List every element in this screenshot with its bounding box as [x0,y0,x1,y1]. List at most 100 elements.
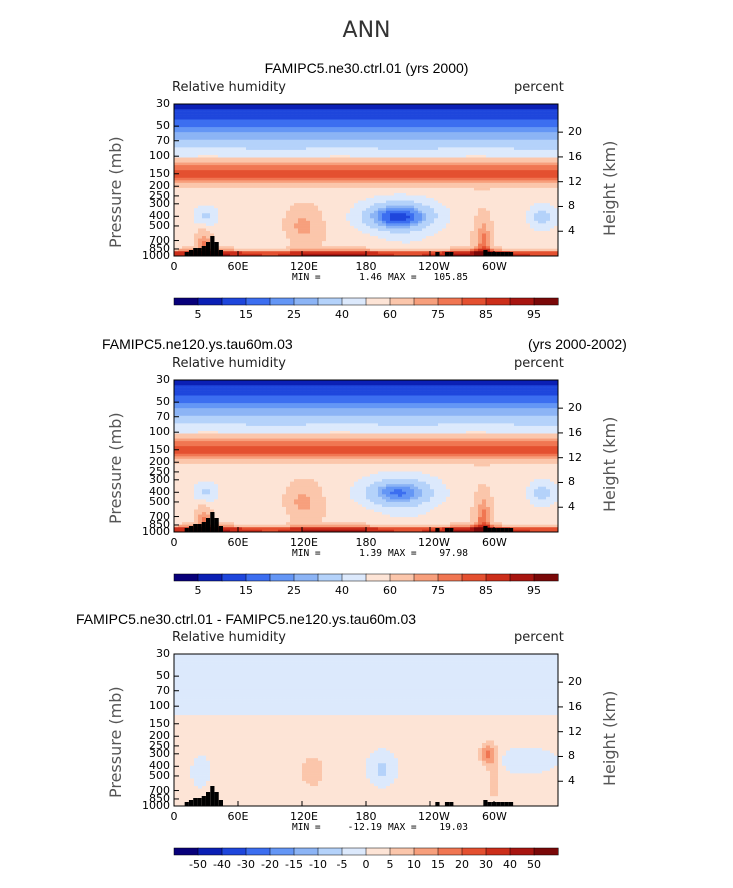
colorbar-label: 15 [239,584,253,597]
colorbar-label: 60 [383,584,397,597]
colorbar-label: 0 [362,858,370,871]
colorbar-label: -50 [189,858,207,871]
x-tick-label: 120W [418,536,450,549]
y-tick-label: 30 [156,373,170,386]
colorbar-swatch [533,573,559,582]
colorbar-swatch [437,847,463,856]
colorbar-swatch [389,847,415,856]
colorbar-swatch [197,297,223,306]
y-tick-label: 850 [149,791,170,805]
colorbar-swatch [245,847,271,856]
colorbar-swatch [365,573,391,582]
colorbar-swatch [221,847,247,856]
colorbar-swatch [533,297,559,306]
colorbar-swatch [485,847,511,856]
max-label: MAX = [388,272,417,283]
y-tick-label: 500 [149,494,170,508]
colorbar-swatch [413,297,439,306]
height-tick-label: 16 [568,425,582,439]
height-tick-label: 12 [568,724,582,738]
colorbar-label: -5 [336,858,348,871]
colorbar-swatch [293,573,319,582]
y-tick-label: 150 [149,442,170,456]
colorbar-label: 40 [503,858,517,871]
height-tick-label: 4 [568,774,575,788]
y-tick-label: 100 [149,425,170,439]
y-tick-label: 150 [149,166,170,180]
y-tick-label: 500 [149,768,170,782]
colorbar-label: 75 [431,584,445,597]
y-tick-label: 200 [149,455,170,469]
y-tick-label: 70 [156,133,170,147]
y-tick-label: 400 [149,759,170,773]
y-tick-label: 1000 [142,249,170,262]
colorbar-swatch [173,297,199,306]
max-value: 97.98 [439,548,468,559]
colorbar-label: -20 [261,858,279,871]
colorbar-label: 15 [239,308,253,321]
y-tick-label: 400 [149,209,170,223]
colorbar-swatch [269,297,295,306]
colorbar-swatch [173,847,199,856]
colorbar-label: 10 [407,858,421,871]
x-tick-label: 60E [227,536,249,549]
units-label: percent [514,80,564,95]
colorbar-swatch [173,573,199,582]
x-tick-label: 60W [482,810,507,823]
max-value: 105.85 [433,272,468,283]
height-tick-label: 8 [568,475,575,489]
y-tick-label: 200 [149,179,170,193]
colorbar-swatch [341,573,367,582]
colorbar-label: 15 [431,858,445,871]
y-tick-label: 850 [149,517,170,531]
x-tick-label: 180 [355,810,377,823]
colorbar-swatch [341,297,367,306]
colorbar-swatch [389,297,415,306]
colorbar-swatch [437,573,463,582]
x-tick-label: 120W [418,810,450,823]
colorbar-swatch [221,573,247,582]
colorbar [173,847,559,856]
y-tick-label: 50 [156,669,170,683]
height-tick-label: 20 [568,401,582,415]
height-tick-label: 8 [568,749,575,763]
colorbar-swatch [485,297,511,306]
colorbar-swatch [461,847,487,856]
min-value: -12.19 [347,822,382,833]
colorbar-swatch [485,573,511,582]
contour-plot [173,653,563,807]
y-tick-label: 100 [149,699,170,713]
x-tick-label: 180 [355,536,377,549]
y-tick-label: 250 [149,188,170,202]
x-tick-label: 120E [290,260,318,273]
colorbar-label: 95 [527,584,541,597]
x-tick-label: 60W [482,260,507,273]
y-axis-label-right: Height (km) [600,690,619,786]
y-tick-label: 250 [149,738,170,752]
height-tick-label: 16 [568,149,582,163]
x-tick-label: 0 [170,810,178,823]
y-tick-label: 70 [156,409,170,423]
min-value: 1.46 [359,272,382,283]
x-tick-label: 120E [290,810,318,823]
colorbar-swatch [269,847,295,856]
colorbar-label: -15 [285,858,303,871]
colorbar-swatch [317,847,343,856]
colorbar-label: 40 [335,584,349,597]
colorbar-label: -10 [309,858,327,871]
height-tick-label: 4 [568,224,575,238]
colorbar-swatch [461,573,487,582]
colorbar-label: 60 [383,308,397,321]
y-tick-label: 300 [149,746,170,760]
colorbar-label: 20 [455,858,469,871]
contour-plot [173,379,563,533]
y-tick-label: 500 [149,218,170,232]
y-axis-label: Pressure (mb) [106,136,125,248]
y-tick-label: 200 [149,729,170,743]
y-tick-label: 300 [149,196,170,210]
colorbar-label: -40 [213,858,231,871]
min-value: 1.39 [359,548,382,559]
min-label: MIN = [292,822,321,833]
units-label: percent [514,630,564,645]
colorbar-label: 25 [287,308,301,321]
